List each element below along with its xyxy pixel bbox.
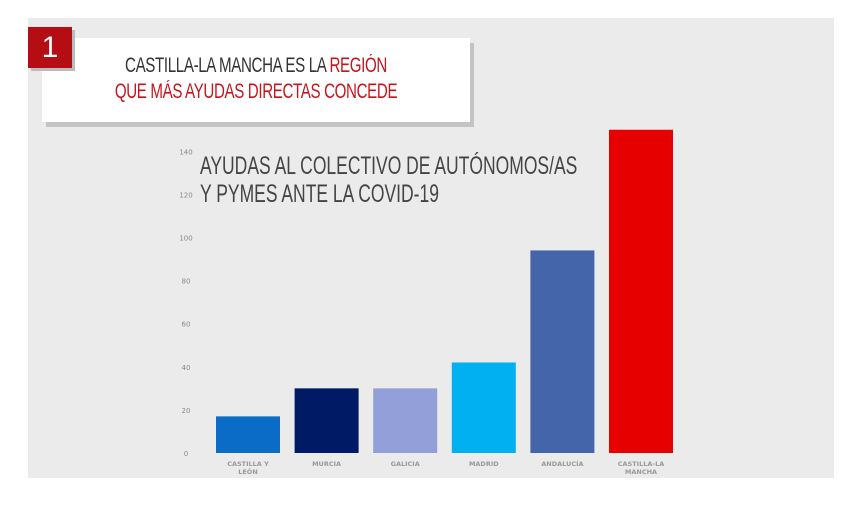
bar <box>451 362 516 453</box>
chart-title-line1: AYUDAS AL COLECTIVO DE AUTÓNOMOS/AS <box>200 152 578 180</box>
y-tick-label: 40 <box>182 364 191 372</box>
headline-box <box>42 38 470 122</box>
y-tick-label: 60 <box>182 321 191 329</box>
bar <box>294 388 359 453</box>
x-tick-label: CASTILLA-LA <box>618 460 665 468</box>
x-tick-label: LEÓN <box>238 467 258 476</box>
bar <box>609 129 673 453</box>
headline-text: CASTILLA-LA MANCHA ES LA <box>125 54 330 77</box>
x-tick-label: CASTILLA Y <box>227 460 269 468</box>
chart-title: AYUDAS AL COLECTIVO DE AUTÓNOMOS/AS Y PYM… <box>200 152 577 208</box>
bar <box>216 416 280 453</box>
x-tick-label: ANDALUCÍA <box>541 459 583 468</box>
y-tick-label: 120 <box>179 191 192 199</box>
x-tick-label: MANCHA <box>625 468 657 476</box>
y-tick-label: 20 <box>182 407 191 415</box>
headline-line1: CASTILLA-LA MANCHA ES LA REGIÓN <box>102 54 410 78</box>
headline-line2: QUE MÁS AYUDAS DIRECTAS CONCEDE <box>114 80 398 103</box>
y-tick-label: 80 <box>182 278 191 286</box>
slide-number: 1 <box>28 27 72 68</box>
x-tick-label: MADRID <box>469 460 499 468</box>
y-tick-label: 140 <box>179 148 192 156</box>
bar <box>373 388 438 453</box>
bar <box>530 250 595 453</box>
x-tick-label: GALICIA <box>391 460 420 468</box>
y-tick-label: 100 <box>179 235 192 243</box>
x-tick-label: MURCIA <box>312 460 341 468</box>
headline-highlight: REGIÓN <box>329 54 387 77</box>
y-tick-label: 0 <box>184 450 188 458</box>
chart-title-line2: Y PYMES ANTE LA COVID-19 <box>200 180 439 208</box>
